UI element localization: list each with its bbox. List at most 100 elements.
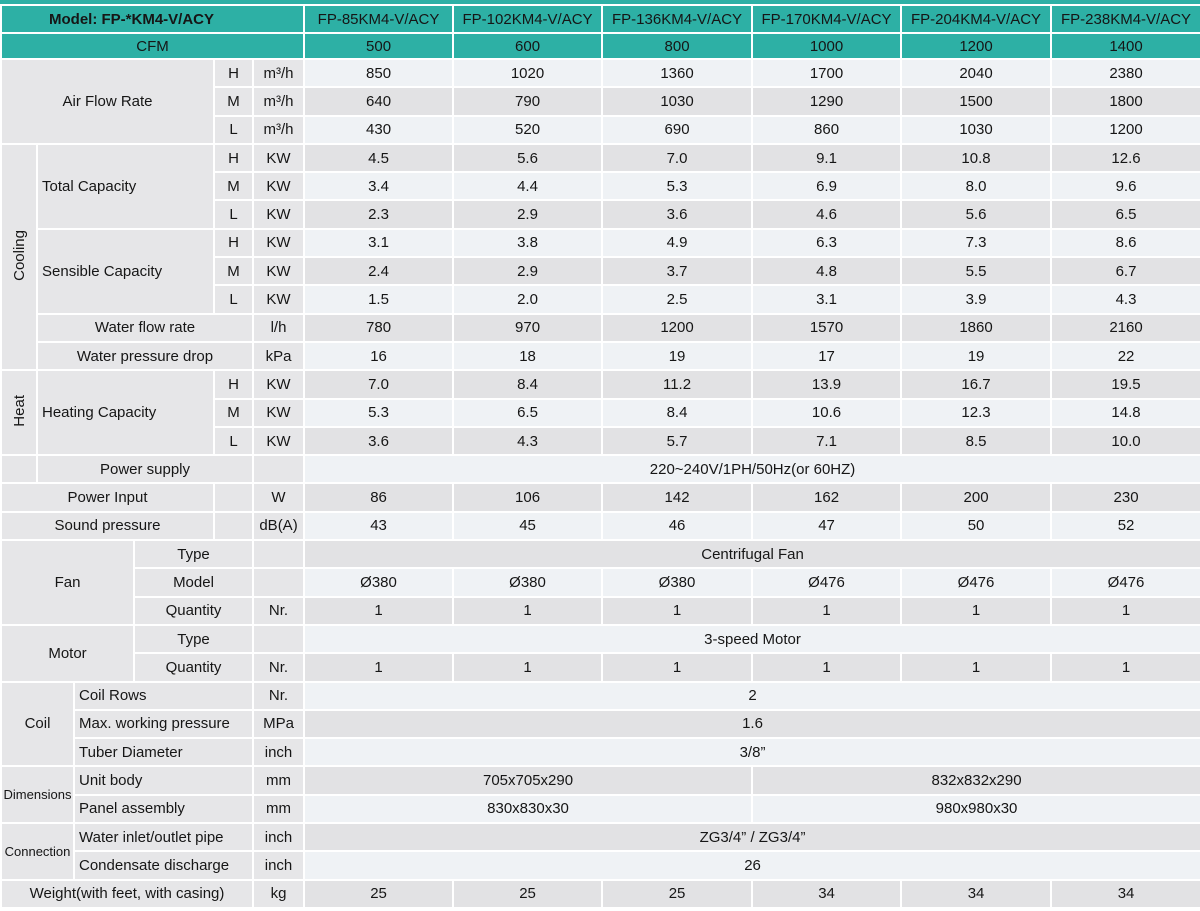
- unit-cell: KW: [251, 284, 306, 315]
- spacer-cell: [0, 454, 38, 485]
- data-cell: 3.7: [601, 256, 754, 287]
- data-cell: 10.0: [1050, 425, 1200, 457]
- table-row: Connection Water inlet/outlet pipe inch ZG3…: [0, 822, 1200, 881]
- data-cell: 1020: [452, 57, 604, 89]
- data-cell: 19: [601, 340, 754, 372]
- data-cell: 2.9: [452, 256, 604, 287]
- data-cell: Ø476: [1050, 567, 1200, 598]
- vertical-section-label: Cooling: [10, 229, 28, 281]
- data-cell: 690: [601, 114, 754, 145]
- data-cell: 8.0: [900, 171, 1053, 202]
- data-cell: 3.8: [452, 227, 604, 259]
- data-cell: 1: [303, 595, 455, 626]
- row-label: Model: [133, 567, 254, 598]
- table-row: Dimensions Unit body mm 705x705x290 832x832x…: [0, 765, 1200, 825]
- speed-level: L: [213, 114, 254, 145]
- unit-cell: KW: [251, 171, 306, 202]
- unit-cell: KW: [251, 369, 306, 400]
- data-cell: 1700: [751, 57, 903, 89]
- row-label: Power supply: [36, 454, 254, 485]
- data-cell: 520: [452, 114, 604, 145]
- data-cell: 9.1: [751, 142, 903, 174]
- data-cell: 1: [601, 652, 754, 683]
- row-label: Sensible Capacity: [36, 227, 215, 315]
- data-cell: 3.9: [900, 284, 1053, 315]
- data-cell: 2.5: [601, 284, 754, 315]
- unit-cell: MPa: [251, 708, 306, 740]
- speed-level: H: [213, 142, 254, 174]
- spec-value: 220~240V/1PH/50Hz(or 60HZ): [303, 454, 1200, 485]
- data-cell: 6.3: [751, 227, 903, 259]
- table-row: M KW 5.3 6.5 8.4 10.6 12.3 14.8: [1, 397, 1200, 428]
- unit-cell: inch: [251, 737, 306, 768]
- data-cell: 4.4: [452, 171, 604, 202]
- data-cell: 790: [452, 86, 604, 117]
- data-cell: 19: [900, 340, 1053, 372]
- table-row: CFM 500 600 800 1000 1200 1400: [0, 32, 1200, 60]
- data-cell: 1: [751, 595, 903, 626]
- table-row: Sound pressure dB(A) 43 45 46 47 50 52: [0, 510, 1200, 542]
- data-cell: 430: [303, 114, 455, 145]
- spec-value: 3-speed Motor: [303, 623, 1200, 655]
- table-row: Sensible Capacity H KW 3.1 3.8 4.9 6.3 7.3 8.6: [1, 227, 1200, 315]
- data-cell: 4.8: [751, 256, 903, 287]
- data-cell: 8.4: [601, 397, 754, 428]
- data-cell: 1: [452, 595, 604, 626]
- unit-cell: inch: [251, 822, 306, 853]
- spec-value: 980x980x30: [751, 793, 1200, 825]
- data-cell: 1: [1050, 595, 1200, 626]
- unit-cell: m³/h: [251, 114, 306, 145]
- data-cell: 1: [1050, 652, 1200, 683]
- cfm-value: 600: [452, 32, 604, 60]
- row-label: Tuber Diameter: [73, 737, 254, 768]
- table-row: Water pressure drop kPa 16 18 19 17 19 22: [1, 340, 1200, 372]
- data-cell: 5.6: [900, 199, 1053, 230]
- unit-cell: KW: [251, 397, 306, 428]
- data-cell: 6.5: [452, 397, 604, 428]
- data-cell: 6.7: [1050, 256, 1200, 287]
- data-cell: 16.7: [900, 369, 1053, 400]
- speed-level: H: [213, 369, 254, 400]
- data-cell: 8.4: [452, 369, 604, 400]
- row-label: Max. working pressure: [73, 708, 254, 740]
- data-cell: 5.3: [601, 171, 754, 202]
- row-label: Coil Rows: [73, 680, 254, 711]
- data-cell: Ø380: [303, 567, 455, 598]
- unit-cell: KW: [251, 256, 306, 287]
- table-row: Power Input W 86 106 142 162 200 230: [0, 482, 1200, 513]
- data-cell: 2.4: [303, 256, 455, 287]
- row-label: Condensate discharge: [73, 850, 254, 881]
- cfm-value: 500: [303, 32, 455, 60]
- data-cell: 11.2: [601, 369, 754, 400]
- data-cell: 970: [452, 312, 604, 343]
- data-cell: 14.8: [1050, 397, 1200, 428]
- data-cell: 1290: [751, 86, 903, 117]
- data-cell: 25: [452, 878, 604, 910]
- cfm-value: 1200: [900, 32, 1053, 60]
- row-label: Unit body: [73, 765, 254, 796]
- spec-value: 2: [303, 680, 1200, 711]
- row-label: Quantity: [133, 595, 254, 626]
- unit-cell: Nr.: [251, 652, 306, 683]
- spacer-cell: [251, 539, 306, 570]
- spec-value: 705x705x290: [303, 765, 754, 796]
- data-cell: 230: [1050, 482, 1200, 513]
- table-row: M KW 3.4 4.4 5.3 6.9 8.0 9.6: [1, 171, 1200, 202]
- data-cell: 1030: [900, 114, 1053, 145]
- section-label: Connection: [0, 822, 75, 881]
- row-label: Water flow rate: [36, 312, 254, 343]
- data-cell: 2.0: [452, 284, 604, 315]
- speed-level: M: [213, 86, 254, 117]
- unit-cell: m³/h: [251, 57, 306, 89]
- table-row: L KW 2.3 2.9 3.6 4.6 5.6 6.5: [1, 199, 1200, 230]
- unit-cell: dB(A): [251, 510, 306, 542]
- row-label: Type: [133, 623, 254, 655]
- data-cell: 7.1: [751, 425, 903, 457]
- data-cell: 34: [751, 878, 903, 910]
- data-cell: 12.6: [1050, 142, 1200, 174]
- table-row: Cooling Total Capacity H KW 4.5 5.6 7.0 9.1 10.8…: [0, 142, 1200, 372]
- row-label: Total Capacity: [36, 142, 215, 230]
